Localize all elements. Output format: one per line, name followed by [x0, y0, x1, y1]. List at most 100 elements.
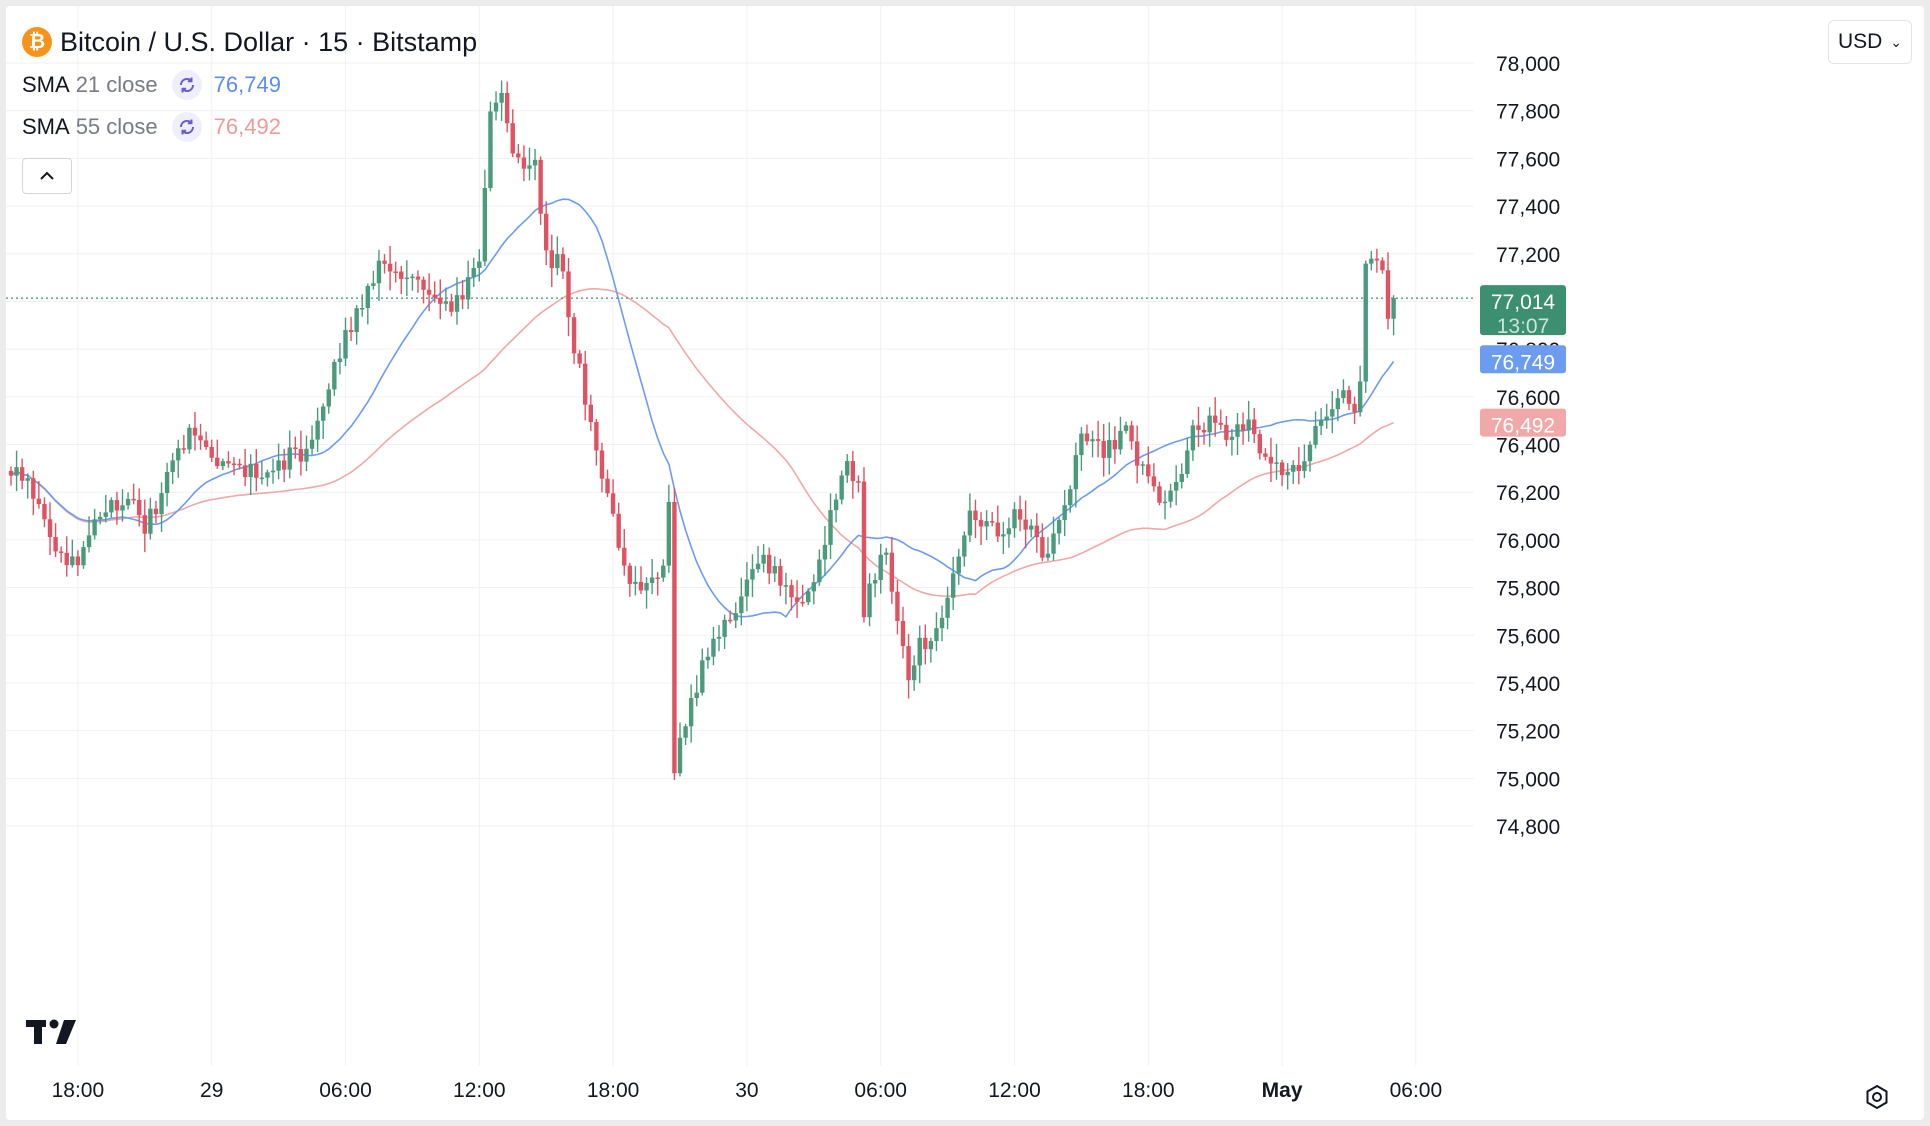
indicator-sma-55[interactable]: SMA 55 close 76,492: [22, 106, 477, 148]
sma-55-layer: [10, 288, 1394, 598]
candle-body: [321, 406, 326, 421]
candle-body: [1040, 537, 1045, 558]
candle-body: [1173, 481, 1179, 491]
candle-body: [343, 329, 348, 359]
price-chart[interactable]: 74,800 75,000 75,200 75,400 75,600 75,800 76,0…: [6, 6, 1924, 1120]
candle-body: [265, 472, 270, 478]
candle-body: [1185, 450, 1190, 474]
candle-body: [315, 420, 320, 440]
candle-body: [1330, 409, 1335, 417]
loading-sync-icon[interactable]: [171, 70, 202, 100]
collapse-legend-button[interactable]: [22, 158, 72, 194]
candle-body: [426, 289, 432, 295]
candle-body: [1335, 398, 1341, 410]
candle-body: [806, 591, 811, 603]
sma-21-tag-text: 76,749: [1491, 351, 1555, 374]
candle-body: [58, 551, 64, 553]
candle-body: [337, 358, 343, 362]
candle-body: [1318, 420, 1324, 426]
candle-body: [287, 447, 292, 470]
candle-body: [454, 295, 460, 312]
candle-body: [488, 111, 493, 188]
candle-body: [248, 463, 253, 478]
indicator-value: 76,492: [213, 114, 281, 139]
candle-body: [309, 439, 315, 449]
candle-body: [53, 536, 58, 552]
candle-body: [164, 472, 170, 494]
candle-body: [220, 461, 226, 467]
candle-body: [1179, 473, 1184, 482]
candle-body: [616, 513, 621, 548]
time-tick-label: May: [1262, 1079, 1303, 1102]
candle-body: [75, 556, 81, 566]
candle-body: [482, 187, 488, 262]
candle-body: [755, 563, 761, 570]
chart-panel[interactable]: 74,800 75,000 75,200 75,400 75,600 75,800 76,0…: [6, 6, 1924, 1120]
candle-body: [1313, 425, 1318, 445]
candle-body: [1385, 270, 1391, 319]
candle-body: [945, 597, 950, 618]
time-tick-label: 29: [200, 1079, 223, 1102]
candle-body: [1380, 260, 1385, 271]
symbol-title-row[interactable]: ₿ Bitcoin / U.S. Dollar · 15 · Bitstamp: [22, 20, 477, 64]
candle-body: [577, 353, 582, 364]
candle-body: [281, 460, 287, 470]
candle-body: [332, 361, 337, 390]
candle-body: [1307, 444, 1313, 462]
sma-21-tag-bg: [1480, 345, 1566, 374]
currency-selector[interactable]: USD ⌄: [1828, 20, 1912, 64]
time-axis[interactable]: 18:00 29 06:00 12:00 18:00 30 06:00 12:00 18:00 M…: [52, 1079, 1443, 1102]
candle-body: [605, 478, 610, 494]
candle-body: [410, 276, 415, 279]
indicator-name: SMA: [22, 114, 70, 139]
candle-body: [711, 638, 716, 657]
candle-body: [1240, 424, 1246, 431]
candle-body: [1201, 429, 1207, 433]
candle-body: [1190, 425, 1196, 451]
currency-label: USD: [1837, 30, 1883, 53]
candle-body: [415, 276, 421, 280]
candle-body: [850, 461, 856, 482]
candle-body: [622, 547, 627, 566]
candle-body: [1291, 465, 1296, 472]
candle-body: [911, 665, 917, 681]
candle-body: [733, 613, 738, 621]
candle-body: [159, 493, 164, 515]
sma-55-tag-text: 76,492: [1491, 415, 1555, 438]
candle-body: [187, 427, 192, 450]
time-tick-label: 06:00: [319, 1079, 372, 1102]
candle-body: [1341, 390, 1346, 399]
candle-body: [504, 92, 510, 124]
settings-gear-icon[interactable]: [1864, 1084, 1890, 1115]
candle-body: [371, 283, 376, 286]
candle-body: [98, 516, 103, 520]
candle-body: [962, 535, 967, 557]
price-tick-label: 77,800: [1496, 101, 1560, 124]
indicator-sma-21[interactable]: SMA 21 close 76,749: [22, 64, 477, 106]
tradingview-logo-icon[interactable]: [26, 1018, 84, 1051]
candle-body: [493, 102, 499, 112]
candle-body: [443, 301, 449, 304]
candle-body: [421, 279, 426, 290]
price-tick-label: 77,400: [1496, 196, 1560, 219]
candle-body: [950, 573, 956, 598]
candle-body: [198, 435, 203, 441]
candle-body: [767, 554, 772, 574]
loading-sync-icon[interactable]: [171, 112, 202, 142]
candle-body: [181, 448, 187, 450]
candle-body: [1101, 440, 1106, 458]
candle-body: [114, 500, 120, 511]
price-axis[interactable]: 74,800 75,000 75,200 75,400 75,600 75,800 76,0…: [1496, 53, 1560, 839]
candle-body: [1324, 416, 1329, 421]
candle-body: [360, 307, 365, 310]
sma-21-layer: [10, 198, 1395, 618]
price-tick-label: 77,600: [1496, 148, 1560, 171]
candle-body: [499, 92, 504, 103]
time-tick-label: 30: [735, 1079, 758, 1102]
candle-body: [242, 465, 248, 478]
candle-body: [1123, 425, 1129, 431]
candle-body: [1118, 430, 1123, 450]
candle-body: [560, 254, 566, 272]
candle-body: [270, 470, 276, 473]
